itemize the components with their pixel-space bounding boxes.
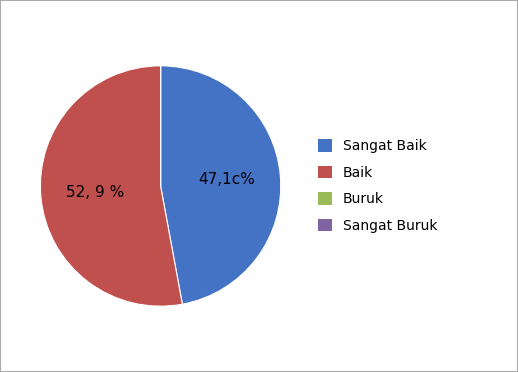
- Legend: Sangat Baik, Baik, Buruk, Sangat Buruk: Sangat Baik, Baik, Buruk, Sangat Buruk: [318, 139, 437, 233]
- Text: 52, 9 %: 52, 9 %: [66, 185, 124, 199]
- Wedge shape: [161, 66, 281, 304]
- Wedge shape: [40, 66, 182, 306]
- Text: 47,1c%: 47,1c%: [198, 173, 255, 187]
